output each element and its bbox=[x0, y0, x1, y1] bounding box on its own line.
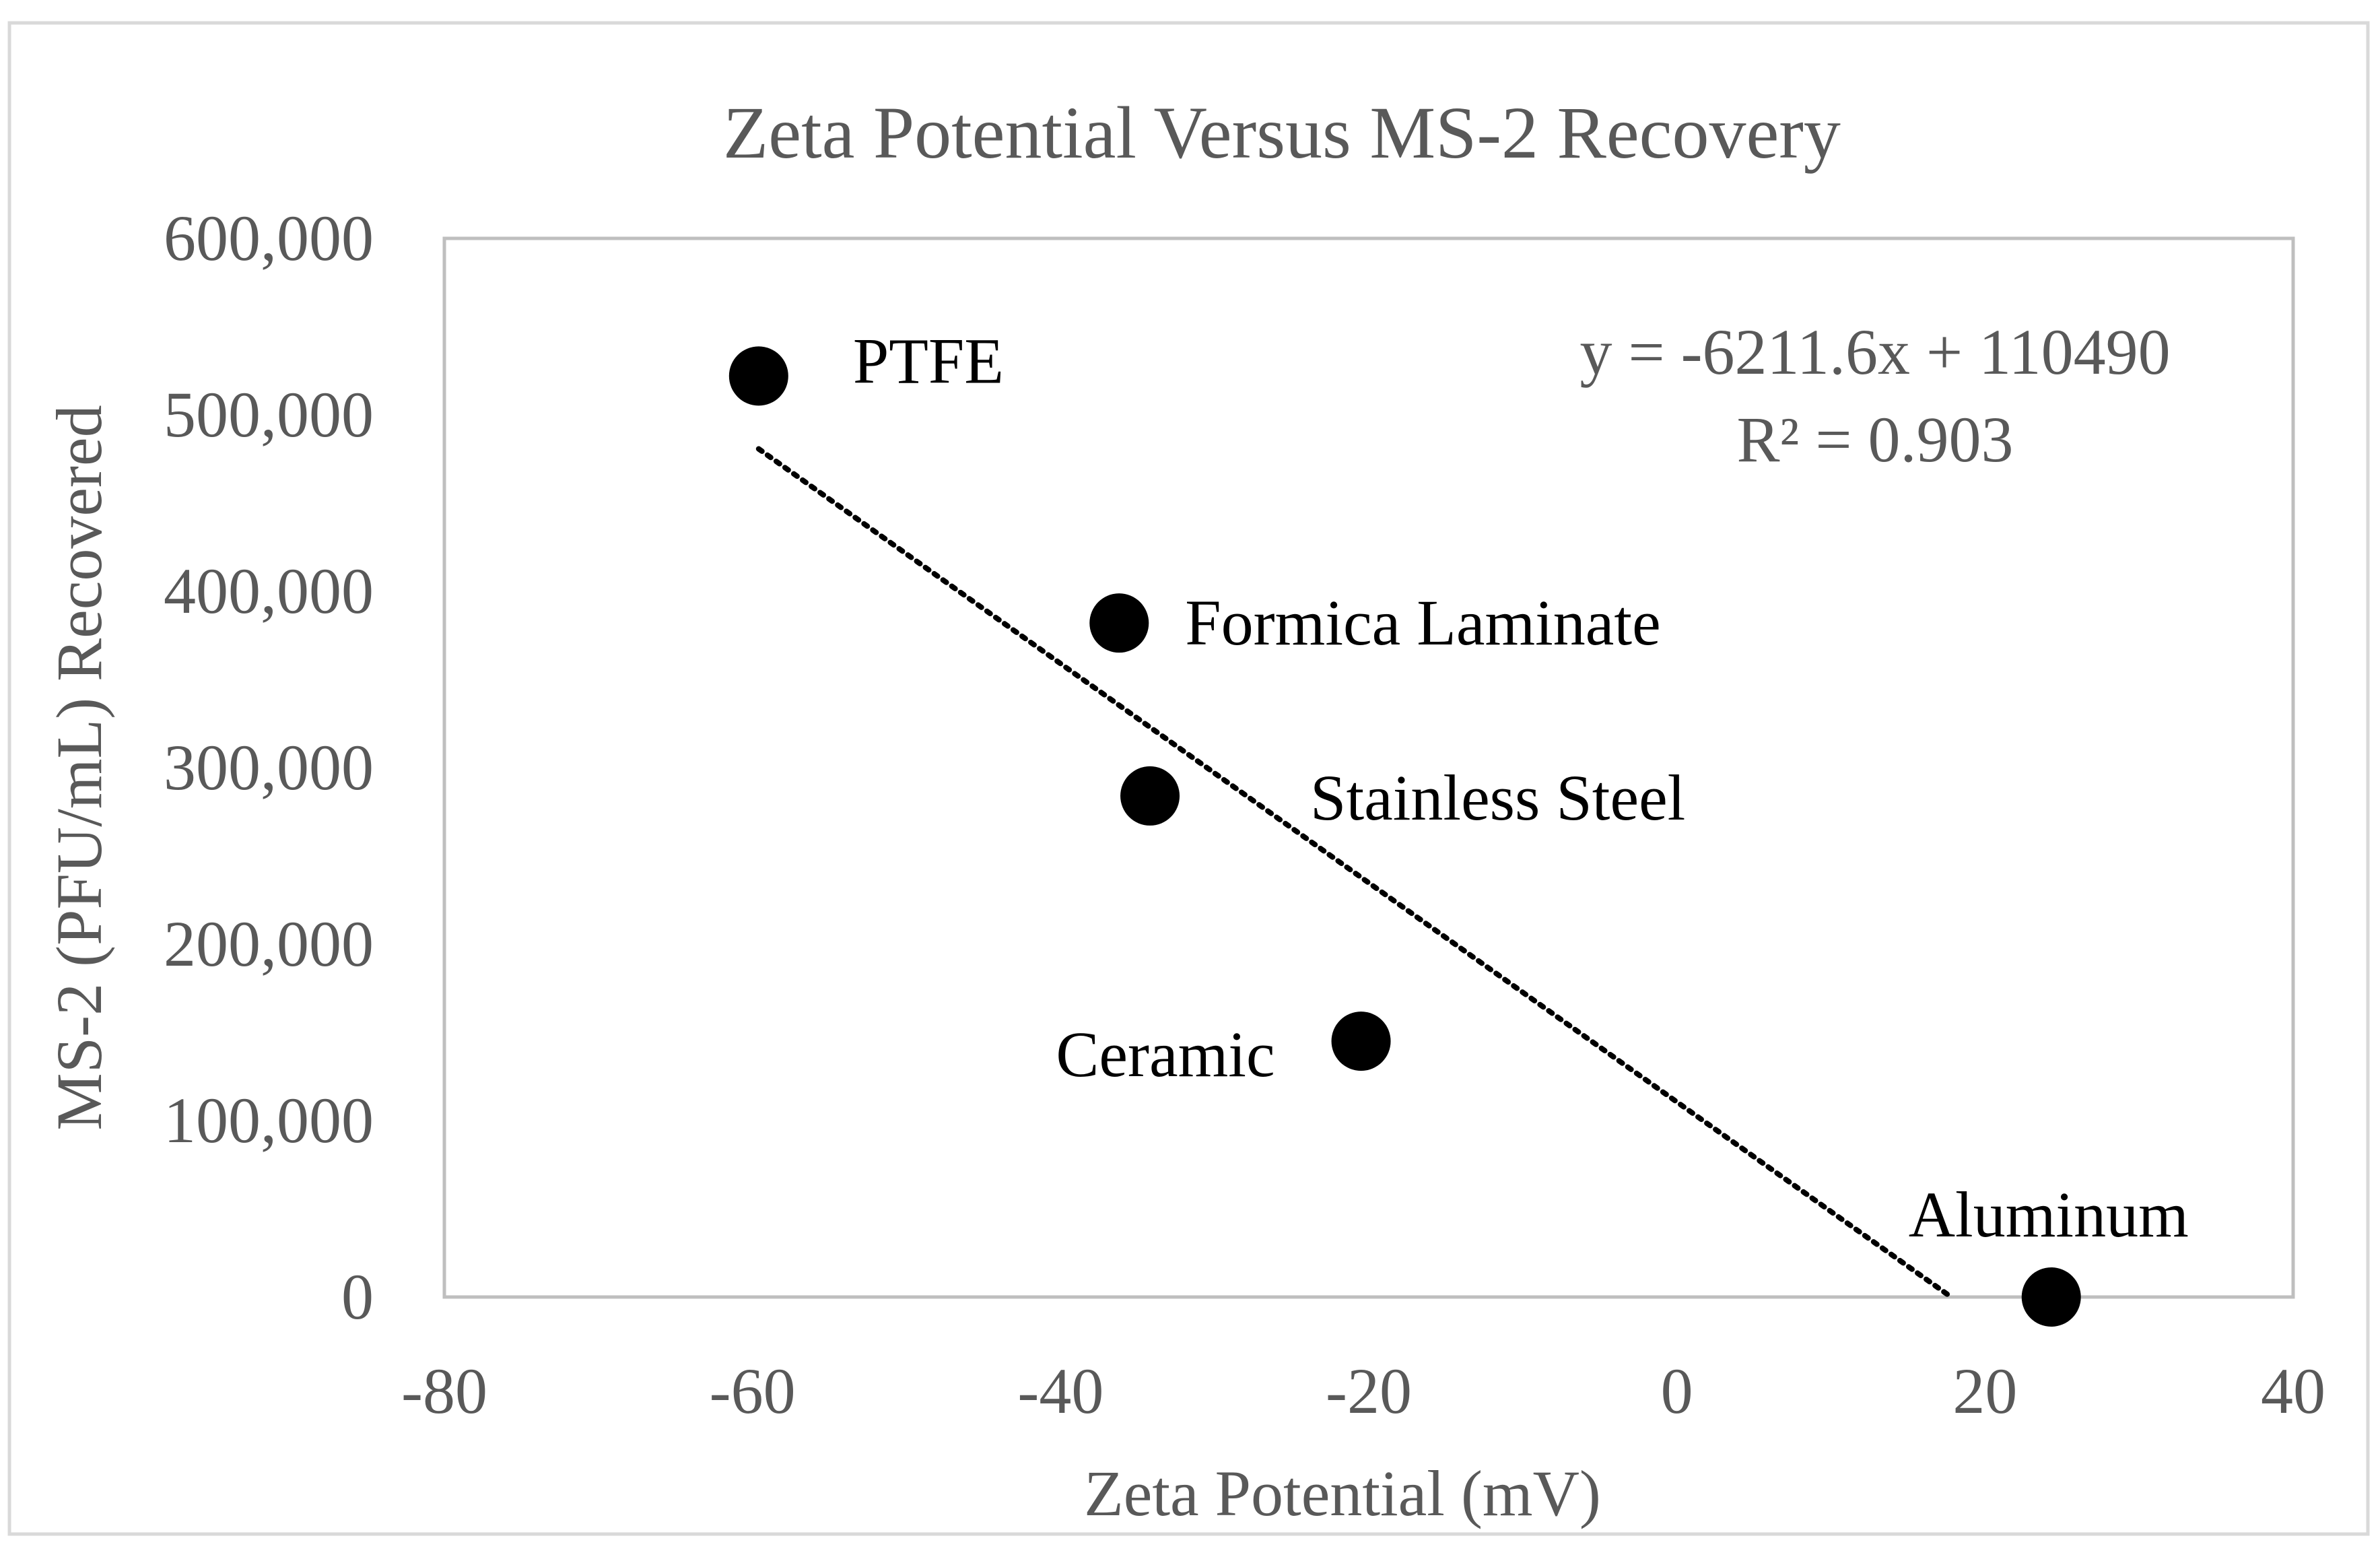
data-point bbox=[2021, 1267, 2081, 1327]
data-point-label: Aluminum bbox=[1909, 1178, 2189, 1251]
x-axis-label: Zeta Potential (mV) bbox=[1084, 1457, 1601, 1529]
y-tick-label: 400,000 bbox=[164, 555, 374, 627]
trendline-equation: y = -6211.6x + 110490 bbox=[1579, 316, 2170, 388]
data-point-label: PTFE bbox=[853, 325, 1004, 397]
y-tick-label: 200,000 bbox=[164, 908, 374, 980]
x-tick-label: -20 bbox=[1326, 1355, 1412, 1427]
data-point-label: Formica Laminate bbox=[1185, 587, 1660, 659]
trendline-group bbox=[755, 446, 1954, 1300]
x-tick-label: -40 bbox=[1017, 1355, 1103, 1427]
x-tick-label: -80 bbox=[401, 1355, 487, 1427]
x-tick-label: 20 bbox=[1952, 1355, 2017, 1427]
trendline-r-squared: R² = 0.903 bbox=[1737, 403, 2014, 475]
plot-area-frame bbox=[442, 236, 2295, 1299]
data-point bbox=[1120, 766, 1180, 826]
data-point bbox=[1089, 593, 1149, 653]
data-point-label: Stainless Steel bbox=[1310, 762, 1685, 834]
y-tick-label: 100,000 bbox=[164, 1084, 374, 1156]
chart-title: Zeta Potential Versus MS-2 Recovery bbox=[723, 92, 1841, 174]
data-point bbox=[728, 346, 788, 406]
trendline bbox=[755, 446, 1954, 1300]
data-point-label: Ceramic bbox=[1056, 1018, 1274, 1090]
y-axis-label: MS-2 (PFU/mL) Recovered bbox=[43, 405, 115, 1130]
data-point-labels: PTFE Formica Laminate Stainless Steel Ceram… bbox=[853, 325, 2189, 1251]
x-tick-label: -60 bbox=[710, 1355, 796, 1427]
data-points bbox=[728, 346, 2081, 1327]
y-tick-label: 300,000 bbox=[164, 731, 374, 803]
y-axis-ticks: 0 100,000 200,000 300,000 400,000 500,000 600,… bbox=[164, 202, 374, 1333]
x-tick-label: 0 bbox=[1661, 1355, 1693, 1427]
chart-border bbox=[7, 21, 2370, 1536]
y-tick-label: 0 bbox=[341, 1261, 374, 1333]
x-tick-label: 40 bbox=[2261, 1355, 2325, 1427]
data-point bbox=[1331, 1011, 1391, 1071]
y-tick-label: 500,000 bbox=[164, 378, 374, 451]
y-tick-label: 600,000 bbox=[164, 202, 374, 274]
x-axis-ticks: -80 -60 -40 -20 0 20 40 bbox=[401, 1355, 2325, 1427]
